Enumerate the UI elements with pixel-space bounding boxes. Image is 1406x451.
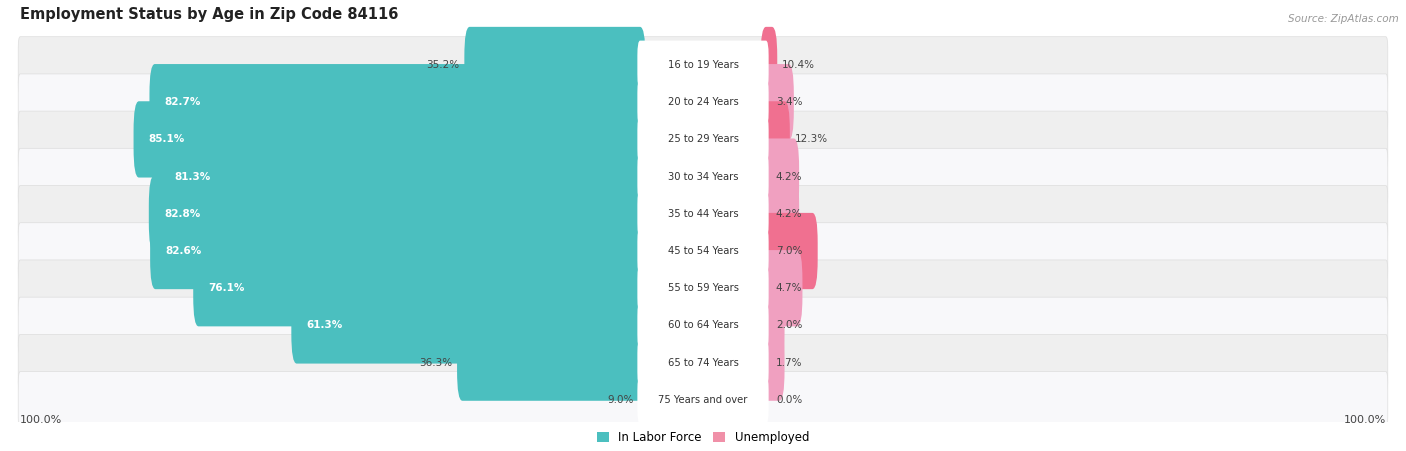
FancyBboxPatch shape	[18, 148, 1388, 205]
Text: 0.0%: 0.0%	[776, 395, 803, 405]
FancyBboxPatch shape	[761, 287, 785, 364]
FancyBboxPatch shape	[637, 41, 769, 89]
FancyBboxPatch shape	[761, 27, 778, 103]
FancyBboxPatch shape	[134, 101, 645, 178]
FancyBboxPatch shape	[18, 37, 1388, 93]
FancyBboxPatch shape	[761, 176, 799, 252]
FancyBboxPatch shape	[637, 376, 769, 424]
Text: 100.0%: 100.0%	[1344, 415, 1386, 425]
Text: 2.0%: 2.0%	[776, 321, 803, 331]
FancyBboxPatch shape	[637, 189, 769, 238]
Text: 7.0%: 7.0%	[776, 246, 803, 256]
Text: 76.1%: 76.1%	[208, 283, 245, 293]
Text: 82.8%: 82.8%	[165, 209, 200, 219]
Text: Source: ZipAtlas.com: Source: ZipAtlas.com	[1288, 14, 1399, 23]
FancyBboxPatch shape	[18, 372, 1388, 428]
FancyBboxPatch shape	[761, 325, 785, 401]
FancyBboxPatch shape	[18, 185, 1388, 242]
FancyBboxPatch shape	[637, 338, 769, 387]
FancyBboxPatch shape	[637, 152, 769, 201]
FancyBboxPatch shape	[761, 250, 803, 327]
FancyBboxPatch shape	[18, 223, 1388, 279]
FancyBboxPatch shape	[637, 115, 769, 164]
FancyBboxPatch shape	[637, 264, 769, 313]
Text: Employment Status by Age in Zip Code 84116: Employment Status by Age in Zip Code 841…	[20, 7, 398, 22]
Text: 35.2%: 35.2%	[426, 60, 460, 70]
FancyBboxPatch shape	[149, 176, 645, 252]
FancyBboxPatch shape	[637, 301, 769, 350]
FancyBboxPatch shape	[18, 74, 1388, 130]
Text: 85.1%: 85.1%	[149, 134, 186, 144]
Text: 55 to 59 Years: 55 to 59 Years	[668, 283, 738, 293]
Text: 4.7%: 4.7%	[776, 283, 803, 293]
Text: 9.0%: 9.0%	[607, 395, 633, 405]
Legend: In Labor Force, Unemployed: In Labor Force, Unemployed	[592, 426, 814, 448]
FancyBboxPatch shape	[464, 27, 645, 103]
Text: 60 to 64 Years: 60 to 64 Years	[668, 321, 738, 331]
FancyBboxPatch shape	[761, 101, 790, 178]
Text: 65 to 74 Years: 65 to 74 Years	[668, 358, 738, 368]
Text: 82.6%: 82.6%	[166, 246, 201, 256]
FancyBboxPatch shape	[291, 287, 645, 364]
Text: 36.3%: 36.3%	[419, 358, 453, 368]
FancyBboxPatch shape	[761, 213, 818, 289]
Text: 16 to 19 Years: 16 to 19 Years	[668, 60, 738, 70]
FancyBboxPatch shape	[637, 227, 769, 276]
FancyBboxPatch shape	[149, 64, 645, 140]
FancyBboxPatch shape	[18, 111, 1388, 168]
FancyBboxPatch shape	[761, 138, 799, 215]
Text: 100.0%: 100.0%	[20, 415, 62, 425]
FancyBboxPatch shape	[637, 78, 769, 127]
FancyBboxPatch shape	[18, 260, 1388, 317]
FancyBboxPatch shape	[761, 64, 794, 140]
Text: 45 to 54 Years: 45 to 54 Years	[668, 246, 738, 256]
FancyBboxPatch shape	[193, 250, 645, 327]
Text: 82.7%: 82.7%	[165, 97, 201, 107]
Text: 3.4%: 3.4%	[776, 97, 803, 107]
Text: 61.3%: 61.3%	[307, 321, 343, 331]
Text: 4.2%: 4.2%	[776, 172, 803, 182]
Text: 81.3%: 81.3%	[174, 172, 211, 182]
Text: 30 to 34 Years: 30 to 34 Years	[668, 172, 738, 182]
Text: 35 to 44 Years: 35 to 44 Years	[668, 209, 738, 219]
Text: 12.3%: 12.3%	[794, 134, 828, 144]
Text: 10.4%: 10.4%	[782, 60, 815, 70]
FancyBboxPatch shape	[150, 213, 645, 289]
FancyBboxPatch shape	[159, 138, 645, 215]
Text: 25 to 29 Years: 25 to 29 Years	[668, 134, 738, 144]
FancyBboxPatch shape	[457, 325, 645, 401]
Text: 4.2%: 4.2%	[776, 209, 803, 219]
FancyBboxPatch shape	[18, 334, 1388, 391]
Text: 1.7%: 1.7%	[776, 358, 803, 368]
FancyBboxPatch shape	[18, 297, 1388, 354]
Text: 75 Years and over: 75 Years and over	[658, 395, 748, 405]
Text: 20 to 24 Years: 20 to 24 Years	[668, 97, 738, 107]
